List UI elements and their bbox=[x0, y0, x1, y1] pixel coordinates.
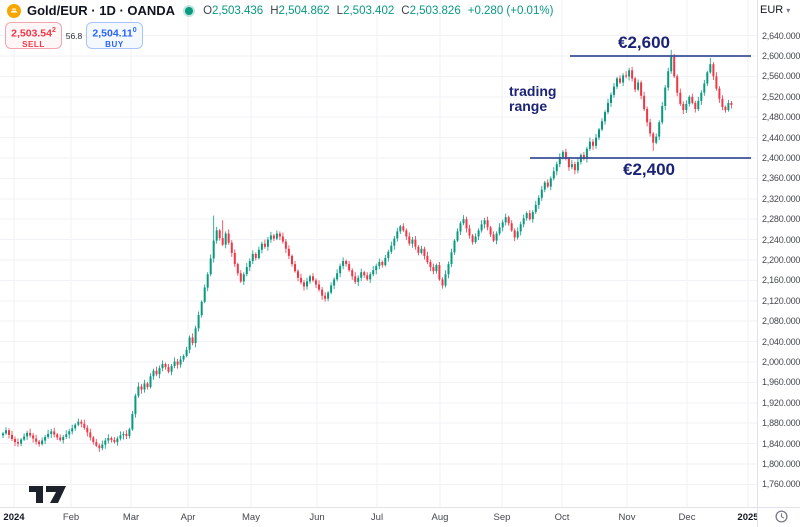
price-tick-label: 2,520.000 bbox=[762, 91, 800, 102]
price-tick-label: 2,480.000 bbox=[762, 112, 800, 123]
trading-range-annotation[interactable]: trading range bbox=[509, 83, 557, 114]
price-tick-label: 1,880.000 bbox=[762, 418, 800, 429]
gold-coin-icon bbox=[7, 3, 21, 18]
price-tick-label: 2,360.000 bbox=[762, 173, 800, 184]
symbol-title[interactable]: Gold/EUR · 1D · OANDA bbox=[27, 3, 176, 18]
price-tick-label: 2,000.000 bbox=[762, 357, 800, 367]
time-tick-label: 2025 bbox=[737, 512, 759, 523]
chevron-down-icon: ▾ bbox=[786, 5, 791, 15]
time-tick-label: Jun bbox=[309, 512, 325, 523]
time-tick-label: Dec bbox=[678, 512, 696, 523]
price-tick-label: 1,840.000 bbox=[762, 438, 800, 449]
price-tick-label: 2,400.000 bbox=[762, 153, 800, 163]
ohlc-open: O2,503.436 bbox=[203, 4, 264, 17]
time-tick-label: Apr bbox=[180, 512, 196, 523]
price-tick-label: 2,560.000 bbox=[762, 71, 800, 82]
price-tick-label: 2,440.000 bbox=[762, 132, 800, 143]
price-tick-label: 1,760.000 bbox=[762, 479, 800, 490]
price-tick-label: 1,960.000 bbox=[762, 377, 800, 388]
trade-buttons: 2,503.542 SELL 56.8 2,504.110 BUY bbox=[5, 22, 143, 49]
time-tick-label: Nov bbox=[618, 512, 636, 523]
spread-value: 56.8 bbox=[65, 30, 83, 41]
time-axis[interactable]: 2024 Feb Mar Apr May Jun Jul Aug Sep Oct Nov Dec 202… bbox=[0, 507, 759, 527]
currency-selector[interactable]: EUR ▾ bbox=[760, 4, 798, 16]
ohlc-low: L2,503.402 bbox=[336, 4, 395, 17]
price-axis[interactable]: 2,640.000 2,600.000 2,560.000 2,520.000 2,48… bbox=[757, 0, 800, 507]
axis-corner bbox=[757, 507, 800, 527]
support-price-label[interactable]: €2,400 bbox=[623, 160, 675, 179]
time-tick-label: Oct bbox=[554, 512, 570, 523]
sell-button[interactable]: 2,503.542 SELL bbox=[5, 22, 62, 49]
price-tick-label: 2,240.000 bbox=[762, 234, 800, 245]
time-tick-label: Jul bbox=[370, 512, 384, 523]
market-open-icon[interactable] bbox=[185, 6, 194, 15]
price-tick-label: 1,800.000 bbox=[762, 459, 800, 469]
ohlc-close: C2,503.826 bbox=[401, 4, 461, 17]
time-tick-label: Aug bbox=[431, 512, 449, 523]
clock-icon[interactable] bbox=[774, 509, 789, 524]
symbol-legend[interactable]: Gold/EUR · 1D · OANDA O2,503.436 H2,504.… bbox=[7, 3, 553, 18]
price-tick-label: 2,640.000 bbox=[762, 30, 800, 41]
price-tick-label: 2,600.000 bbox=[762, 51, 800, 61]
ohlc-high: H2,504.862 bbox=[270, 4, 330, 17]
ohlc-change: +0.280 (+0.01%) bbox=[467, 4, 554, 17]
ohlc-values: O2,503.436 H2,504.862 L2,503.402 C2,503.… bbox=[203, 5, 553, 17]
time-tick-label: Feb bbox=[62, 512, 80, 523]
tradingview-logo[interactable] bbox=[29, 486, 67, 503]
price-tick-label: 2,320.000 bbox=[762, 193, 800, 204]
price-tick-label: 2,080.000 bbox=[762, 316, 800, 327]
buy-button[interactable]: 2,504.110 BUY bbox=[86, 22, 143, 49]
candlestick-chart[interactable] bbox=[0, 0, 757, 507]
chart-plot-area[interactable]: Gold/EUR · 1D · OANDA O2,503.436 H2,504.… bbox=[0, 0, 757, 507]
price-tick-label: 2,160.000 bbox=[762, 275, 800, 286]
price-tick-label: 2,280.000 bbox=[762, 214, 800, 225]
time-tick-label: Sep bbox=[493, 512, 511, 523]
sell-button-label: SELL bbox=[22, 39, 45, 49]
currency-label: EUR bbox=[760, 4, 784, 16]
price-tick-label: 2,200.000 bbox=[762, 255, 800, 265]
price-tick-label: 1,920.000 bbox=[762, 397, 800, 408]
time-tick-label: May bbox=[242, 512, 260, 523]
buy-button-label: BUY bbox=[105, 39, 124, 49]
time-tick-label: 2024 bbox=[3, 512, 25, 523]
time-tick-label: Mar bbox=[122, 512, 140, 523]
resistance-price-label[interactable]: €2,600 bbox=[618, 33, 670, 52]
price-tick-label: 2,120.000 bbox=[762, 295, 800, 306]
price-tick-label: 2,040.000 bbox=[762, 336, 800, 347]
